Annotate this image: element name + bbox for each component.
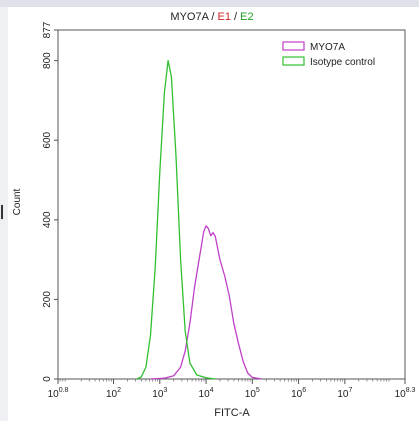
y-tick-label-0: 0 xyxy=(42,376,53,382)
edge-mark xyxy=(1,205,3,219)
y-tick-label-877: 877 xyxy=(42,21,53,38)
chart-title: MYO7A / E1 / E2 xyxy=(170,11,253,23)
title-part-4: E2 xyxy=(240,11,253,23)
x-tick-label-0: 100.8 xyxy=(48,387,69,400)
x-tick-labels: 100.8 102 103 104 105 106 107 108.3 xyxy=(48,387,416,400)
legend-swatch-0 xyxy=(282,41,305,51)
series-line-isotype-control xyxy=(136,59,216,380)
plot-area xyxy=(57,29,406,380)
legend-label-1: Isotype control xyxy=(310,57,375,68)
title-part-2: E1 xyxy=(217,11,230,23)
x-tick-label-2: 103 xyxy=(152,387,167,400)
x-tick-label-6: 107 xyxy=(337,387,352,400)
title-part-1: / xyxy=(208,11,217,23)
tick-marks xyxy=(54,29,406,384)
series-layer xyxy=(136,59,262,380)
series-line-myo7a xyxy=(150,225,262,380)
top-bar xyxy=(0,0,419,7)
title-part-0: MYO7A xyxy=(170,11,209,23)
y-tick-label-200: 200 xyxy=(42,291,53,308)
legend: MYO7A Isotype control xyxy=(282,41,375,68)
y-axis-label: Count xyxy=(12,188,23,215)
x-tick-label-7: 108.3 xyxy=(395,387,416,400)
y-tick-label-800: 800 xyxy=(42,52,53,69)
x-tick-label-1: 102 xyxy=(106,387,121,400)
y-tick-label-400: 400 xyxy=(42,211,53,228)
x-axis-label: FITC-A xyxy=(214,407,250,419)
legend-label-0: MYO7A xyxy=(310,42,345,53)
x-tick-label-5: 106 xyxy=(291,387,306,400)
x-tick-label-3: 104 xyxy=(199,387,214,400)
x-tick-label-4: 105 xyxy=(245,387,260,400)
legend-swatch-1 xyxy=(282,56,305,66)
y-tick-labels: 0 200 400 600 800 877 xyxy=(42,21,53,382)
y-tick-label-600: 600 xyxy=(42,131,53,148)
left-bar xyxy=(0,7,8,421)
title-part-3: / xyxy=(231,11,240,23)
